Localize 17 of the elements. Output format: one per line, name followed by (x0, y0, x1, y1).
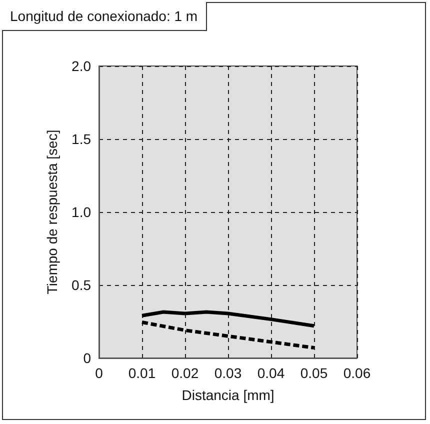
y-tick-label: 0.5 (72, 277, 92, 293)
x-tick-label: 0.01 (128, 365, 156, 381)
x-tick-label: 0.02 (171, 365, 199, 381)
y-axis-title: Tiempo de respuesta [sec] (44, 130, 60, 294)
y-tick-label: 2.0 (72, 58, 92, 74)
x-tick-label: 0.06 (343, 365, 371, 381)
y-tick-label: 0 (83, 350, 92, 366)
x-tick-label: 0.05 (300, 365, 328, 381)
x-tick-label: 0 (95, 365, 104, 381)
line-series (140, 320, 316, 350)
x-tick-label: 0.03 (214, 365, 242, 381)
chart-title: Longitud de conexionado: 1 m (2, 2, 207, 31)
x-tick-label: 0.04 (257, 365, 285, 381)
y-tick-label: 1.5 (72, 131, 92, 147)
y-tick-label: 1.0 (72, 204, 92, 220)
line-series (140, 310, 316, 328)
x-axis-title: Distancia [mm] (182, 387, 274, 403)
